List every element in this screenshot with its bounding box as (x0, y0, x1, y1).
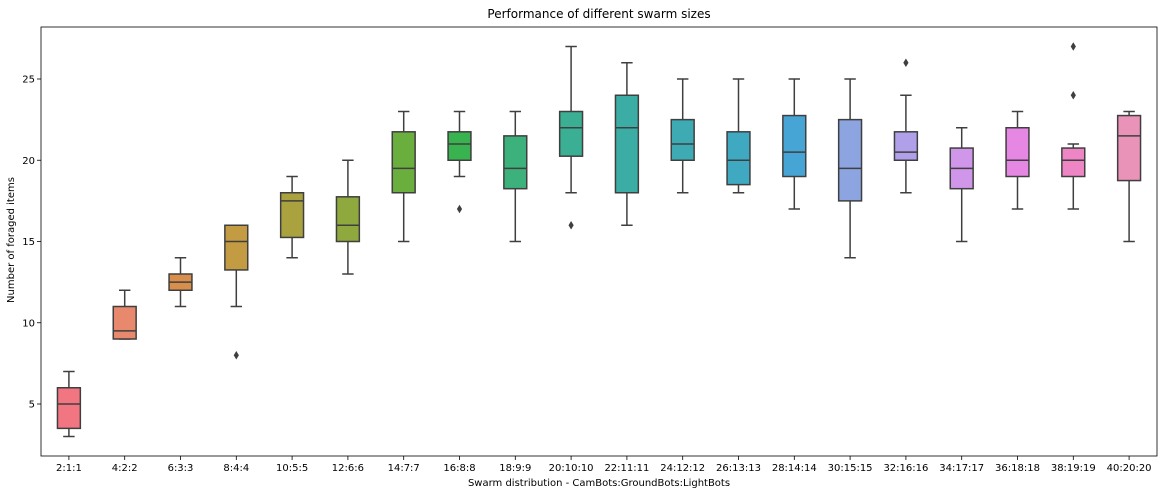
box-iqr (558, 110, 584, 157)
x-tick-label: 26:13:13 (716, 463, 761, 474)
outlier-point (456, 204, 463, 214)
x-tick-label: 36:18:18 (995, 463, 1040, 474)
box-iqr (670, 118, 695, 161)
box-iqr (335, 196, 361, 243)
box-iqr (782, 114, 807, 178)
box-iqr (1005, 127, 1030, 178)
box-iqr (614, 94, 640, 194)
x-tick-label: 18:9:9 (499, 463, 531, 474)
box-iqr (1116, 114, 1142, 182)
x-tick-label: 20:10:10 (549, 463, 594, 474)
x-tick-label: 6:3:3 (168, 463, 194, 474)
box-iqr (1061, 147, 1086, 178)
x-tick-label: 28:14:14 (772, 463, 817, 474)
x-tick-label: 40:20:20 (1107, 463, 1152, 474)
x-tick-label: 30:15:15 (828, 463, 873, 474)
y-tick-label: 10 (22, 318, 35, 329)
box-iqr (56, 387, 82, 430)
box-iqr (893, 131, 919, 161)
outlier-point (1070, 42, 1076, 51)
x-tick-label: 32:16:16 (883, 463, 928, 474)
chart-title: Performance of different swarm sizes (487, 7, 710, 21)
axes-frame (40, 26, 1158, 457)
y-tick-label: 25 (22, 75, 35, 86)
x-tick-label: 14:7:7 (388, 463, 420, 474)
x-tick-label: 38:19:19 (1051, 463, 1096, 474)
box-iqr (837, 118, 863, 202)
outlier-point (568, 221, 574, 230)
box-iqr (447, 131, 472, 161)
x-tick-label: 4:2:2 (112, 463, 138, 474)
x-tick-label: 24:12:12 (660, 463, 705, 474)
x-tick-label: 10:5:5 (276, 463, 308, 474)
y-tick-label: 20 (22, 156, 35, 167)
y-tick-label: 15 (22, 237, 35, 248)
x-tick-label: 16:8:8 (443, 463, 475, 474)
outlier-point (1070, 91, 1076, 100)
box-iqr (503, 135, 528, 190)
x-axis-label: Swarm distribution - CamBots:GroundBots:… (468, 478, 730, 489)
x-tick-label: 22:11:11 (604, 463, 649, 474)
y-axis-label: Number of foraged items (6, 177, 17, 303)
x-tick-label: 2:1:1 (56, 463, 82, 474)
y-tick-label: 5 (29, 400, 35, 411)
outlier-point (903, 58, 909, 67)
x-tick-label: 8:4:4 (223, 463, 249, 474)
x-tick-label: 12:6:6 (332, 463, 364, 474)
outlier-point (233, 351, 239, 360)
box-iqr (726, 131, 751, 186)
box-iqr (224, 224, 249, 271)
box-iqr (279, 192, 305, 239)
plot-area: 5 10 15 20 25 2:1:1 4:2:2 6:3:3 8:4:4 10:5:5 12:6:… (22, 26, 1158, 474)
x-tick-label: 34:17:17 (939, 463, 984, 474)
box-iqr (391, 131, 416, 194)
box-iqr (112, 305, 137, 340)
